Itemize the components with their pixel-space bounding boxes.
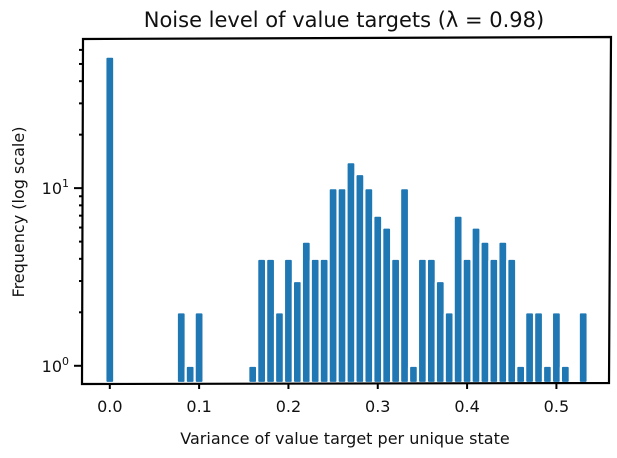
histogram-bar (104, 55, 116, 385)
histogram-bar (497, 240, 509, 385)
histogram-bar (506, 257, 518, 385)
histogram-bar (479, 240, 491, 385)
x-tick-label: 0.3 (365, 397, 390, 416)
histogram-bar (550, 311, 562, 385)
histogram-bar (327, 187, 339, 385)
histogram-bar (345, 161, 357, 385)
histogram-bar (282, 257, 295, 385)
chart-title: Noise level of value targets (λ = 0.98) (144, 8, 544, 32)
histogram-bar (559, 364, 571, 385)
histogram-bar (273, 311, 286, 385)
histogram-bar (372, 214, 384, 385)
plot-frame (80, 35, 613, 386)
histogram-bar (416, 257, 428, 385)
histogram-bar (470, 226, 482, 385)
histogram-bar (265, 257, 277, 385)
histogram-bar (434, 279, 446, 385)
x-axis: 0.0 0.1 0.2 0.3 0.4 0.5 (97, 383, 569, 416)
histogram-bar (247, 364, 259, 385)
histogram-bar (443, 311, 455, 385)
y-tick-label: 100 (42, 355, 69, 376)
histogram-bar (524, 311, 536, 385)
histogram-bar (256, 257, 268, 385)
histogram-bar (452, 214, 464, 385)
histogram-bar (461, 257, 473, 385)
histogram-bar (541, 364, 554, 385)
histogram-bar (425, 257, 437, 385)
histogram-bar (407, 364, 420, 385)
histogram-bar (398, 187, 411, 385)
histogram-bar (318, 257, 330, 385)
histogram-bar (577, 311, 589, 385)
histogram-bar (184, 364, 196, 385)
y-axis: 100 101 (42, 48, 83, 376)
x-tick-label: 0.1 (186, 397, 211, 416)
histogram-bar (336, 187, 348, 385)
x-tick-label: 0.4 (454, 397, 479, 416)
y-tick-label: 101 (42, 177, 69, 198)
x-tick-label: 0.5 (544, 397, 569, 416)
y-axis-label: Frequency (log scale) (9, 127, 28, 298)
histogram-bar (309, 257, 321, 385)
histogram-bar (300, 240, 312, 385)
histogram-bar (175, 311, 187, 385)
histogram-bar (354, 172, 366, 385)
x-tick-label: 0.0 (97, 397, 122, 416)
x-tick-label: 0.2 (276, 397, 301, 416)
histogram-bar (291, 279, 303, 385)
histogram-bar (488, 257, 500, 385)
bars-group (104, 55, 589, 385)
histogram-bar (363, 187, 375, 385)
histogram-bar (381, 226, 393, 385)
histogram-bar (390, 257, 402, 385)
histogram-bar (193, 311, 205, 385)
histogram-bar (532, 311, 545, 385)
histogram-bar (515, 364, 527, 385)
x-axis-label: Variance of value target per unique stat… (180, 429, 509, 448)
